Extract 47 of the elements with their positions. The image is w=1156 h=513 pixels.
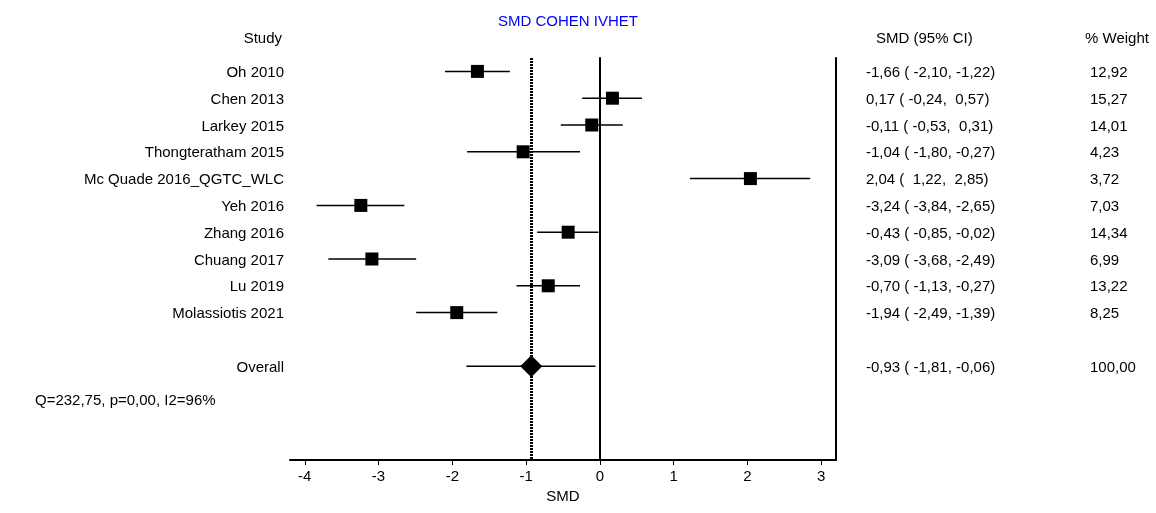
point (354, 198, 368, 212)
text: -0,11 ( -0,53, 0,31) 14,01 (866, 116, 1128, 134)
x-tick-label: 1 (669, 467, 678, 484)
point (365, 252, 379, 266)
x-tick-label: -3 (371, 467, 386, 484)
y-tick-label: Yeh 2016 (221, 196, 284, 214)
text: -3,09 ( -3,68, -2,49) 6,99 (866, 250, 1120, 268)
x-tick-label: 2 (743, 467, 752, 484)
x-tick-label: 0 (595, 467, 605, 484)
y-tick-label: Zhang 2016 (203, 223, 284, 241)
y-tick-label: Molassiotis 2021 (172, 304, 284, 322)
point (520, 355, 543, 378)
point (743, 172, 757, 186)
point (561, 225, 575, 239)
chart-title: SMD COHEN IVHET (497, 12, 639, 29)
x-tick-label: -4 (298, 467, 312, 484)
y-tick-label: Lu 2019 (229, 277, 284, 295)
x-axis-title: SMD (546, 487, 580, 504)
y-tick-label: Thongteratham 2015 (144, 143, 284, 161)
text: % Weight (1085, 29, 1150, 46)
x-tick-label: -1 (519, 467, 533, 484)
text: 2,04 ( 1,22, 2,85) 3,72 (866, 170, 1120, 188)
point (450, 306, 464, 320)
text: -0,70 ( -1,13, -0,27) 13,22 (866, 277, 1128, 295)
text: Q=232,75, p=0,00, I2=96% (35, 391, 216, 408)
point (516, 145, 530, 159)
x-tick-label: -2 (445, 467, 459, 484)
y-tick-label: Overall (236, 357, 284, 375)
text: -1,94 ( -2,49, -1,39) 8,25 (866, 304, 1120, 322)
point (585, 118, 599, 132)
text: -0,93 ( -1,81, -0,06) 100,00 (866, 357, 1136, 375)
y-tick-label: Mc Quade 2016_QGTC_WLC (83, 170, 285, 188)
text: -1,04 ( -1,80, -0,27) 4,23 (866, 143, 1120, 161)
y-tick-label: Larkey 2015 (201, 116, 284, 134)
text: -0,43 ( -0,85, -0,02) 14,34 (866, 223, 1128, 241)
text: -3,24 ( -3,84, -2,65) 7,03 (866, 196, 1120, 214)
text: SMD (95% CI) (876, 29, 973, 46)
y-tick-label: Chuang 2017 (193, 250, 284, 268)
text: -1,66 ( -2,10, -1,22) 12,92 (866, 62, 1128, 80)
point (541, 279, 555, 293)
text: 0,17 ( -0,24, 0,57) 15,27 (866, 89, 1128, 107)
y-tick-label: Oh 2010 (226, 62, 284, 80)
text: Study (243, 29, 283, 46)
point (605, 91, 619, 105)
y-tick-label: Chen 2013 (210, 89, 284, 107)
x-tick-label: 3 (817, 467, 826, 484)
point (470, 64, 484, 78)
